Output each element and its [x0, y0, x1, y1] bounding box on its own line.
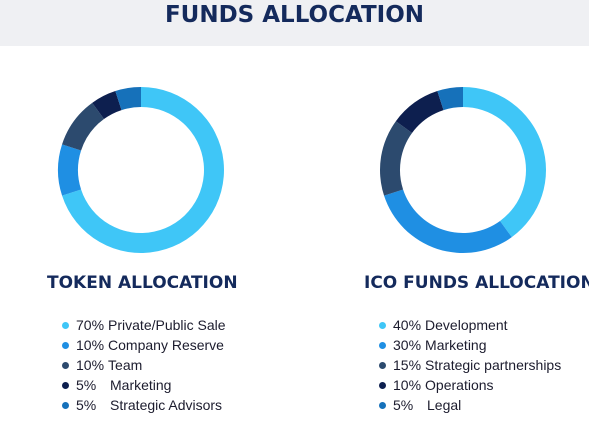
token-allocation-donut [58, 87, 224, 253]
legend-item: 70% Private/Public Sale [62, 315, 226, 335]
legend-swatch [62, 341, 69, 349]
legend-item: 10% Company Reserve [62, 335, 226, 355]
donut-slice-development [463, 87, 546, 238]
legend-item: 15% Strategic partnerships [379, 355, 561, 375]
legend-percent: 5% [393, 397, 414, 413]
ico-funds-allocation-donut [380, 87, 546, 253]
legend-item: 30% Marketing [379, 335, 561, 355]
donut-slice-company-reserve [58, 144, 82, 196]
ico-funds-allocation-legend: 40% Development 30% Marketing 15% Strategic… [379, 315, 561, 415]
legend-swatch [62, 361, 69, 369]
donut-slice-strategic-advisors [115, 87, 141, 111]
header-band [0, 0, 589, 46]
legend-percent: 5% [76, 377, 97, 393]
legend-label: Operations [425, 377, 494, 393]
legend-label: Company Reserve [108, 337, 224, 353]
legend-percent: 30% [393, 337, 422, 353]
legend-swatch [379, 321, 386, 329]
legend-percent: 70% [76, 317, 105, 333]
donut-slice-marketing [384, 189, 512, 253]
legend-label: Marketing [110, 377, 172, 393]
legend-swatch [62, 381, 69, 389]
legend-percent: 10% [76, 357, 105, 373]
donut-slice-marketing [92, 91, 122, 120]
legend-swatch [379, 381, 386, 389]
legend-swatch [62, 321, 69, 329]
legend-item: 5% Strategic Advisors [62, 395, 226, 415]
legend-label: Strategic partnerships [425, 357, 562, 373]
legend-item: 40% Development [379, 315, 561, 335]
donut-slice-strategic-partnerships [380, 121, 413, 196]
legend-item: 10% Team [62, 355, 226, 375]
legend-label: Marketing [425, 337, 487, 353]
legend-label: Private/Public Sale [108, 317, 226, 333]
legend-label: Strategic Advisors [110, 397, 223, 413]
donut-slice-legal [437, 87, 463, 111]
legend-swatch [379, 341, 386, 349]
legend-percent: 40% [393, 317, 422, 333]
page-title: FUNDS ALLOCATION [164, 2, 425, 28]
legend-swatch [62, 401, 69, 409]
donut-slice-team [62, 102, 104, 151]
legend-percent: 5% [76, 397, 97, 413]
legend-label: Legal [427, 397, 462, 413]
ico-funds-allocation-title: ICO FUNDS ALLOCATION [364, 273, 589, 293]
legend-percent: 10% [76, 337, 105, 353]
legend-label: Team [108, 357, 143, 373]
legend-swatch [379, 401, 386, 409]
legend-item: 5% Legal [379, 395, 561, 415]
legend-swatch [379, 361, 386, 369]
legend-percent: 10% [393, 377, 422, 393]
legend-item: 5% Marketing [62, 375, 226, 395]
donut-slice-operations [395, 91, 444, 133]
legend-percent: 15% [393, 357, 422, 373]
token-allocation-legend: 70% Private/Public Sale 10% Company Reserv… [62, 315, 226, 415]
legend-label: Development [425, 317, 508, 333]
legend-item: 10% Operations [379, 375, 561, 395]
token-allocation-title: TOKEN ALLOCATION [47, 273, 238, 293]
